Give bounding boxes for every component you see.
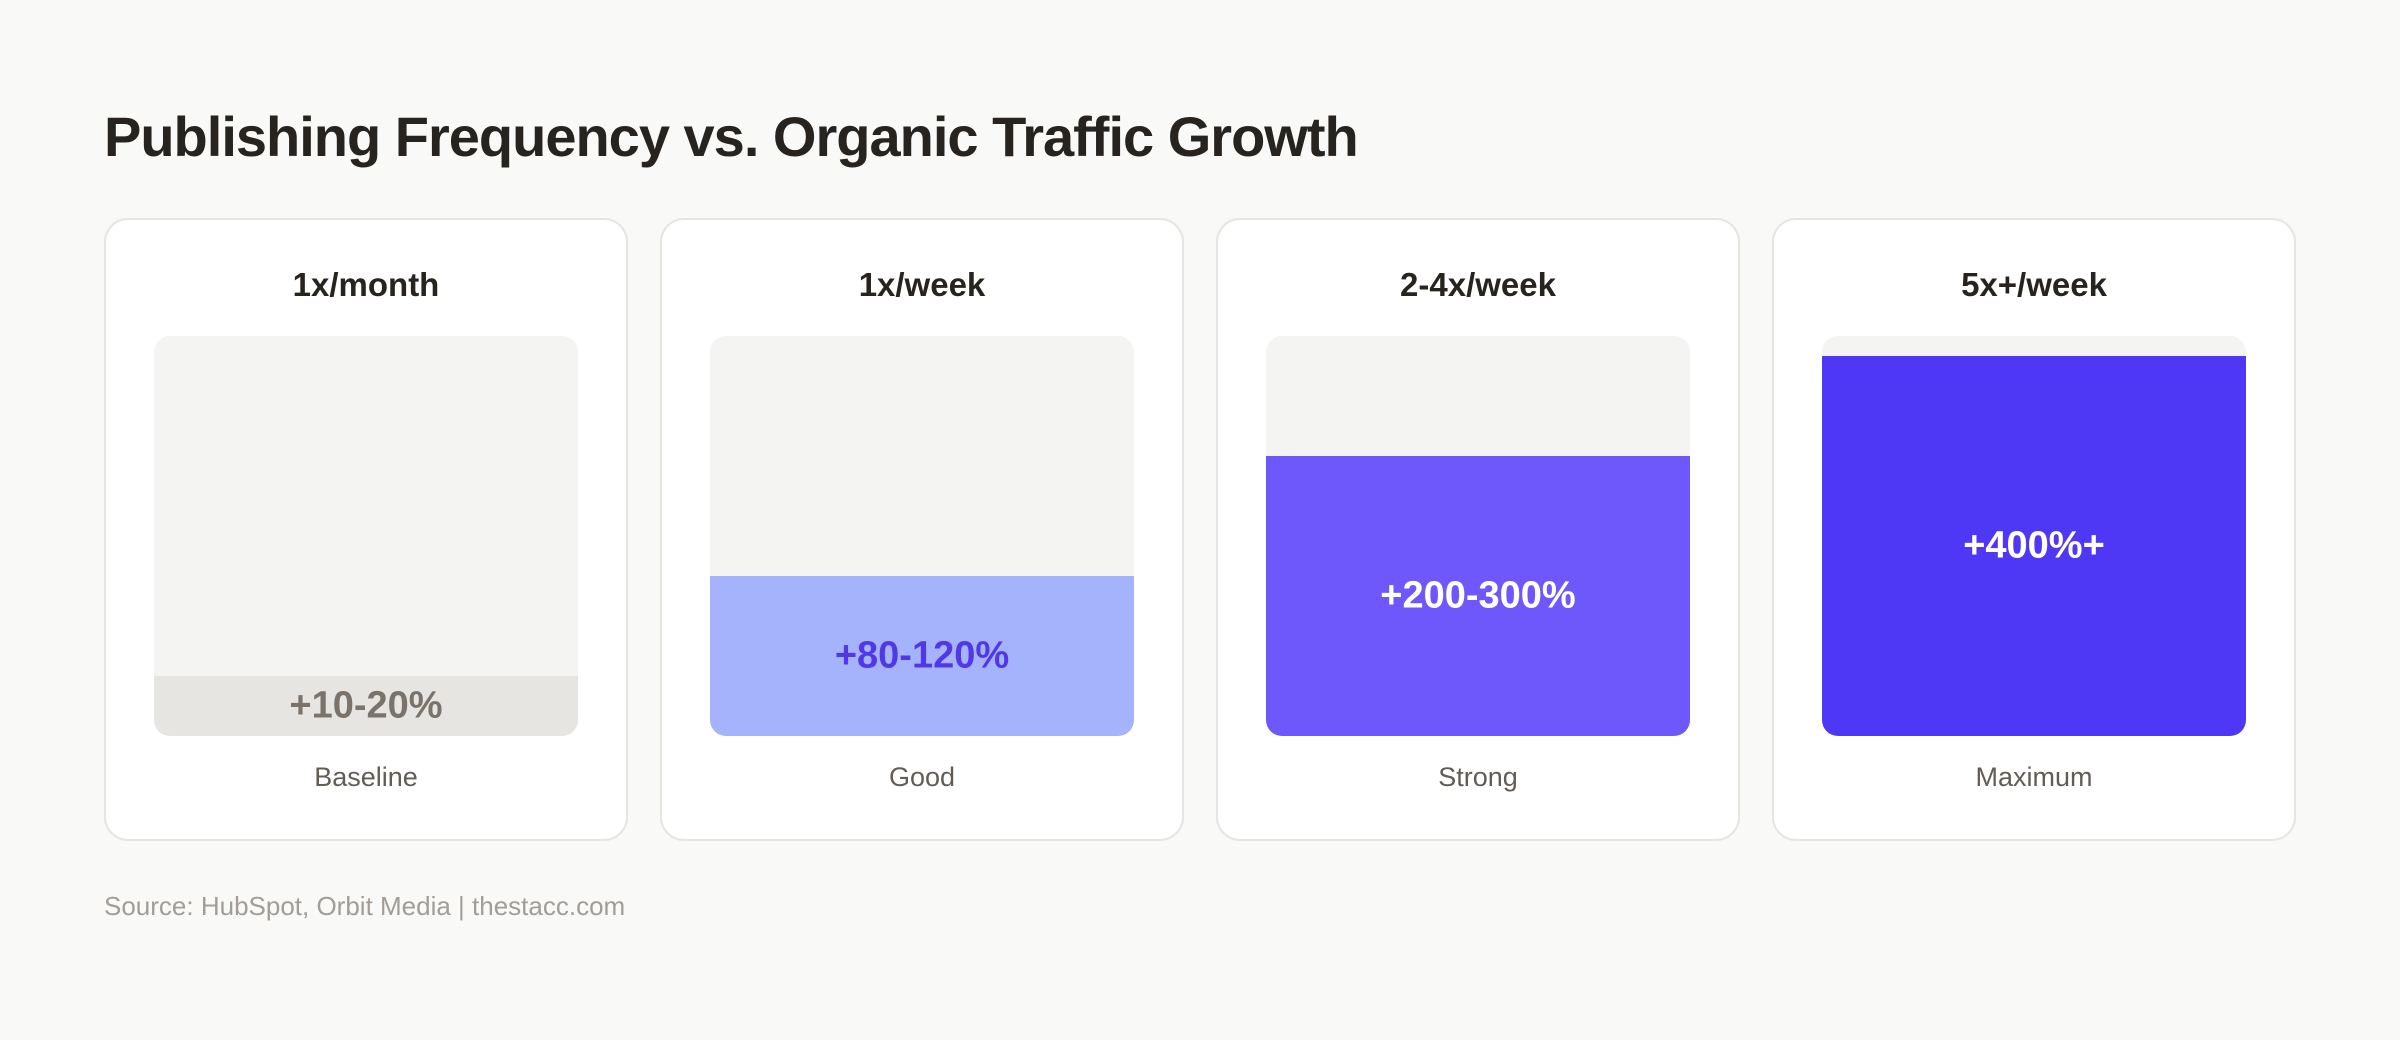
- value-label: +80-120%: [834, 634, 1010, 677]
- bar: +10-20%: [154, 676, 578, 736]
- frequency-card: 2-4x/week +200-300% Strong: [1216, 218, 1740, 841]
- bar-track: +400%+: [1822, 336, 2246, 736]
- tier-label: Good: [888, 762, 956, 792]
- bar: +200-300%: [1266, 456, 1690, 736]
- value-label: +400%+: [1963, 524, 2105, 567]
- bar: +80-120%: [710, 576, 1134, 736]
- category-label: 2-4x/week: [1400, 266, 1556, 303]
- source-note: Source: HubSpot, Orbit Media | thestacc.…: [104, 891, 626, 921]
- frequency-card: 1x/month +10-20% Baseline: [104, 218, 628, 841]
- value-label: +200-300%: [1380, 574, 1576, 617]
- bar-track: +80-120%: [710, 336, 1134, 736]
- tier-label: Baseline: [314, 762, 418, 792]
- chart-title: Publishing Frequency vs. Organic Traffic…: [104, 105, 1359, 168]
- category-label: 1x/week: [858, 266, 986, 303]
- frequency-card: 1x/week +80-120% Good: [660, 218, 1184, 841]
- bar-track: +200-300%: [1266, 336, 1690, 736]
- tier-label: Strong: [1438, 762, 1518, 792]
- frequency-card: 5x+/week +400%+ Maximum: [1772, 218, 2296, 841]
- bar: +400%+: [1822, 356, 2246, 736]
- category-label: 1x/month: [292, 266, 440, 303]
- category-label: 5x+/week: [1961, 266, 2107, 303]
- value-label: +10-20%: [289, 684, 443, 727]
- tier-label: Maximum: [1975, 762, 2093, 792]
- cards-row: 1x/month +10-20% Baseline 1x/week +80-120% Go…: [104, 218, 2296, 841]
- bar-track: +10-20%: [154, 336, 578, 736]
